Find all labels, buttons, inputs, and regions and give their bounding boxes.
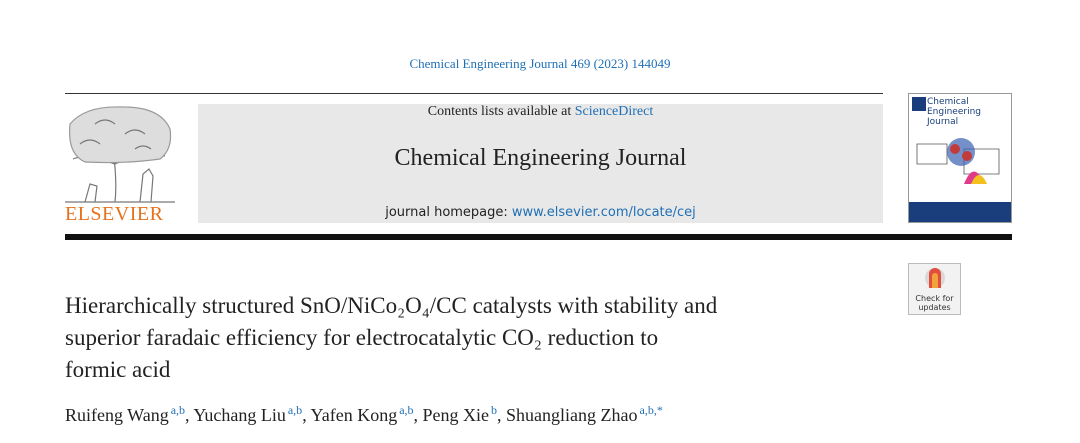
- author-affiliation[interactable]: a,b,*: [639, 403, 663, 417]
- cover-title-line: Journal: [927, 117, 959, 127]
- cover-art: [909, 97, 1011, 222]
- badge-icon: [925, 268, 945, 288]
- badge-label-line: updates: [918, 303, 951, 312]
- author-list: Ruifeng Wang a,b, Yuchang Liu a,b, Yafen K…: [65, 403, 663, 426]
- publisher-logo: [65, 106, 175, 203]
- title-line: superior faradaic efficiency for electro…: [65, 325, 659, 350]
- homepage-link[interactable]: www.elsevier.com/locate/cej: [511, 205, 696, 220]
- cover-title-line: Engineering: [927, 107, 981, 117]
- author-separator: ,: [413, 405, 423, 425]
- badge-label: Check for updates: [908, 294, 961, 312]
- author-affiliation[interactable]: b: [491, 403, 498, 417]
- header-box: [198, 104, 883, 223]
- cover-title: Chemical Engineering Journal: [927, 97, 981, 127]
- title-line: Hierarchically structured SnO/NiCo₂O₄/CC…: [65, 293, 718, 318]
- article-title: Hierarchically structured SnO/NiCo₂O₄/CC…: [65, 290, 717, 386]
- homepage-prefix: journal homepage:: [385, 205, 512, 220]
- author-separator: ,: [497, 405, 507, 425]
- author-affiliation[interactable]: a,b: [287, 403, 303, 417]
- author-name: Yuchang Liu: [193, 405, 286, 425]
- publisher-name: ELSEVIER: [65, 203, 164, 225]
- homepage-line: journal homepage: www.elsevier.com/locat…: [198, 205, 883, 220]
- citation[interactable]: Chemical Engineering Journal 469 (2023) …: [409, 56, 671, 71]
- sciencedirect-link[interactable]: ScienceDirect: [574, 104, 654, 119]
- author-name: Shuangliang Zhao: [506, 405, 638, 425]
- author-affiliation[interactable]: a,b: [170, 403, 186, 417]
- author-name: Peng Xie: [422, 405, 490, 425]
- author-separator: ,: [185, 405, 194, 425]
- author-name: Ruifeng Wang: [65, 405, 169, 425]
- cover-title-line: Chemical: [927, 97, 969, 107]
- author-separator: ,: [302, 405, 311, 425]
- contents-prefix: Contents lists available at: [427, 104, 575, 119]
- contents-line: Contents lists available at ScienceDirec…: [198, 104, 883, 120]
- header-bar: [65, 234, 1012, 240]
- badge-label-line: Check for: [915, 294, 954, 303]
- header-rule: [65, 93, 883, 94]
- title-line: formic acid: [65, 357, 171, 382]
- author-affiliation[interactable]: a,b: [399, 403, 414, 417]
- journal-name: Chemical Engineering Journal: [394, 145, 687, 171]
- author-name: Yafen Kong: [310, 405, 398, 425]
